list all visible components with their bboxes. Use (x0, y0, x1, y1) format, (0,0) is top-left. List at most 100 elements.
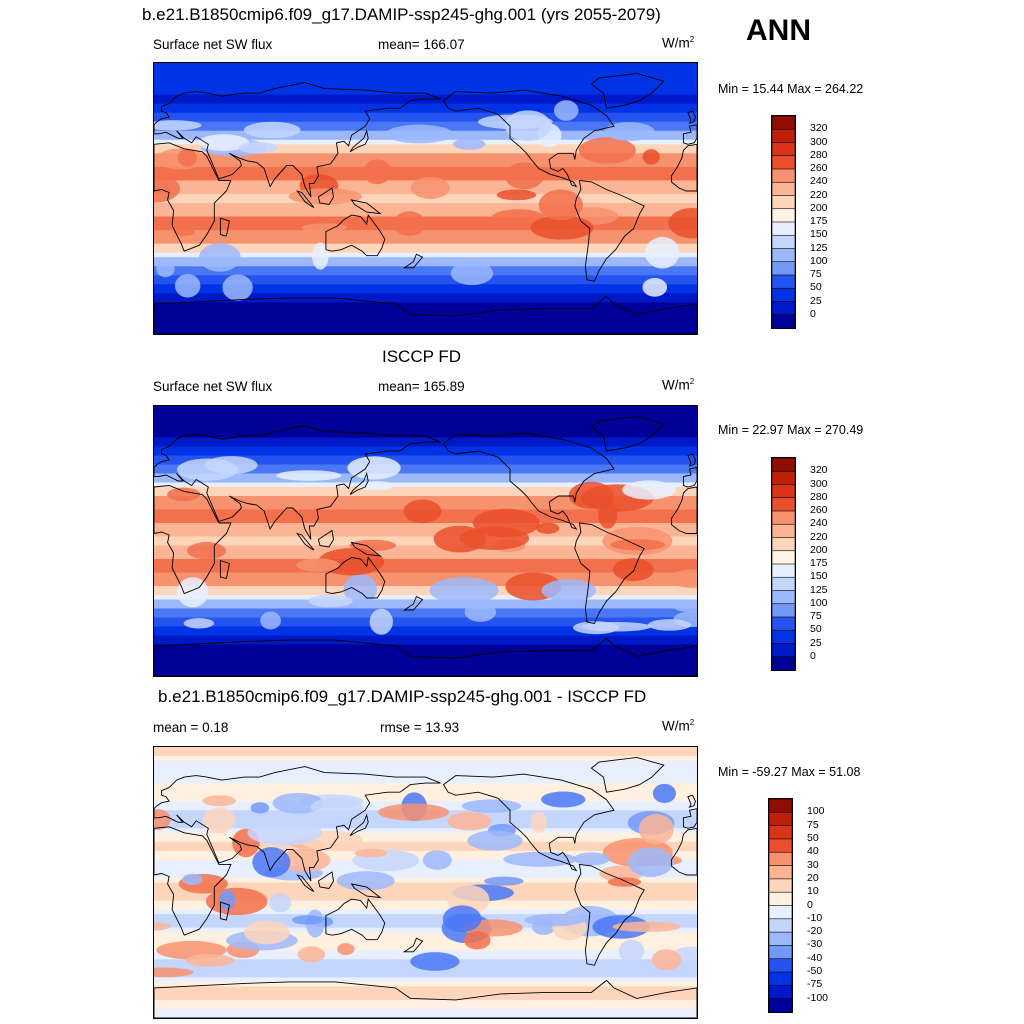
lat-band (154, 171, 697, 177)
lat-band (154, 891, 697, 898)
colorbar-svg (772, 458, 795, 670)
field-blob (222, 274, 253, 301)
lat-band (154, 541, 697, 547)
lat-band (154, 563, 697, 569)
lat-band (154, 941, 697, 947)
lat-band (154, 288, 697, 295)
colorbar-tick-label: 175 (810, 215, 828, 227)
field-blob (154, 922, 171, 931)
colorbar-box (772, 261, 795, 276)
lat-band (154, 995, 697, 1001)
field-blob (467, 830, 523, 851)
lat-band (154, 478, 697, 484)
field-blob (410, 952, 460, 971)
lat-band (154, 990, 697, 997)
lat-band (154, 85, 697, 92)
lat-band (154, 595, 697, 601)
lat-band (154, 464, 697, 470)
colorbar-box (772, 195, 795, 210)
field-blob (612, 558, 654, 582)
lat-band (154, 635, 697, 641)
field-blob (447, 811, 492, 831)
field-blob (276, 470, 342, 481)
field-blob (176, 577, 209, 608)
lat-band (154, 527, 697, 533)
colorbar-box (772, 616, 795, 632)
field-blob (363, 159, 392, 185)
lat-band (154, 927, 697, 934)
map1-svg (154, 406, 697, 676)
lat-band (154, 977, 697, 983)
coastline (296, 874, 315, 892)
lat-band (154, 212, 697, 218)
lat-band (154, 887, 697, 893)
coastline (154, 425, 441, 540)
lat-band (154, 667, 697, 673)
colorbar-box (769, 825, 792, 840)
colorbar-box (772, 234, 795, 250)
colorbar-box (772, 497, 795, 512)
field-blob (182, 873, 203, 885)
lat-band (154, 248, 697, 254)
lat-band (154, 94, 697, 101)
lat-band (154, 1004, 697, 1010)
colorbar-tick-label: -10 (807, 911, 823, 924)
lat-band (154, 559, 697, 565)
field-blob (461, 799, 522, 813)
lat-band (154, 986, 697, 992)
panel2-title: ISCCP FD (382, 347, 462, 366)
lat-band (154, 216, 697, 223)
colorbar-box (769, 891, 792, 907)
lat-band (154, 162, 697, 168)
lat-band (154, 275, 697, 281)
lat-band (154, 900, 697, 907)
lat-band (154, 640, 697, 646)
field-blob (541, 579, 597, 602)
lat-band (154, 523, 697, 529)
lat-band (154, 662, 697, 668)
lat-band (154, 554, 697, 560)
lat-band (154, 882, 697, 889)
coastline (154, 637, 697, 676)
lat-band (154, 796, 697, 803)
colorbar-svg (769, 799, 792, 1012)
colorbar-tick-label: 200 (810, 543, 828, 556)
colorbar-box (772, 550, 795, 565)
colorbar-box (772, 116, 795, 131)
colorbar-box (769, 865, 792, 880)
colorbar-tick-label: 260 (810, 162, 828, 174)
colorbar-tick-label: -50 (807, 965, 823, 978)
colorbar-tick-label: 220 (810, 530, 828, 543)
lat-band (154, 117, 697, 123)
field-blob (167, 487, 201, 502)
lat-band (154, 581, 697, 587)
colorbar-tick-label: 280 (810, 490, 828, 503)
field-blob (642, 277, 668, 297)
lat-band (154, 846, 697, 852)
lat-band (154, 306, 697, 313)
panel3-map (153, 746, 698, 1019)
coastline (349, 813, 369, 837)
field-blob (171, 257, 222, 267)
lat-band (154, 923, 697, 929)
lat-band (154, 406, 697, 412)
coastline (296, 190, 315, 208)
colorbar-tick-label: 20 (807, 871, 819, 884)
coastline (574, 522, 645, 625)
lat-band (154, 653, 697, 659)
lat-band (154, 311, 697, 317)
lat-band (154, 166, 697, 173)
colorbar-box (769, 838, 792, 854)
colorbar-tick-label: 175 (810, 557, 828, 569)
lat-band (154, 968, 697, 974)
lat-band (154, 257, 697, 263)
lat-band (154, 914, 697, 920)
field-blob (385, 124, 454, 144)
colorbar-box (772, 221, 795, 237)
field-blob (336, 871, 395, 891)
coastline (687, 794, 696, 808)
lat-band (154, 144, 697, 150)
lat-band (154, 841, 697, 848)
coastline (402, 253, 424, 269)
field-blob (668, 207, 697, 239)
